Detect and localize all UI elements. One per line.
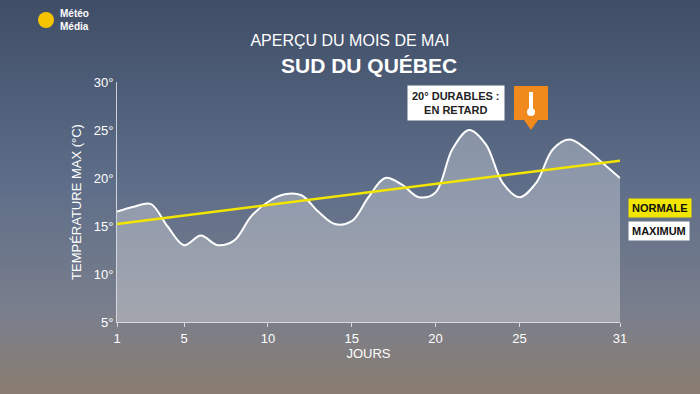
svg-text:TEMPÉRATURE MAX (°C): TEMPÉRATURE MAX (°C) (69, 124, 84, 280)
svg-text:20°: 20° (94, 171, 114, 186)
svg-text:1: 1 (113, 331, 120, 346)
svg-text:25°: 25° (94, 123, 114, 138)
svg-text:MétéoMédia: MétéoMédia (60, 8, 89, 32)
svg-text:15°: 15° (94, 219, 114, 234)
svg-text:SUD DU QUÉBEC: SUD DU QUÉBEC (281, 54, 457, 77)
svg-text:APERÇU DU MOIS DE MAI: APERÇU DU MOIS DE MAI (250, 32, 449, 49)
svg-text:10°: 10° (94, 267, 114, 282)
svg-text:15: 15 (344, 331, 358, 346)
svg-text:31: 31 (613, 331, 627, 346)
svg-text:MAXIMUM: MAXIMUM (632, 225, 686, 237)
svg-text:NORMALE: NORMALE (632, 202, 688, 214)
svg-text:5: 5 (180, 331, 187, 346)
svg-text:20° DURABLES :EN RETARD: 20° DURABLES :EN RETARD (412, 90, 500, 116)
svg-text:5°: 5° (101, 315, 113, 330)
svg-text:20: 20 (428, 331, 442, 346)
svg-text:10: 10 (261, 331, 275, 346)
svg-text:JOURS: JOURS (346, 346, 390, 361)
svg-text:30°: 30° (94, 75, 114, 90)
svg-text:25: 25 (512, 331, 526, 346)
